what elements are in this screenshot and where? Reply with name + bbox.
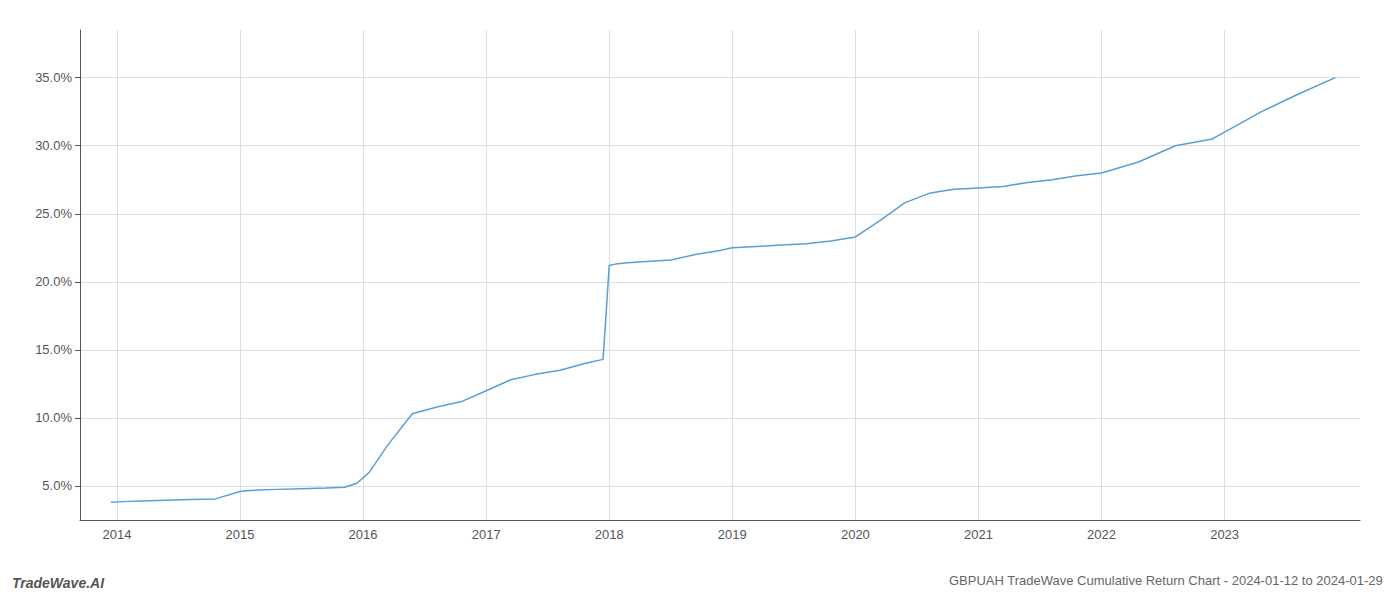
svg-text:20.0%: 20.0%: [35, 274, 72, 289]
svg-text:30.0%: 30.0%: [35, 138, 72, 153]
svg-text:TradeWave.AI: TradeWave.AI: [12, 575, 105, 591]
svg-text:2015: 2015: [226, 527, 255, 542]
svg-text:2021: 2021: [964, 527, 993, 542]
svg-text:2022: 2022: [1087, 527, 1116, 542]
svg-text:35.0%: 35.0%: [35, 70, 72, 85]
svg-text:GBPUAH TradeWave Cumulative Re: GBPUAH TradeWave Cumulative Return Chart…: [949, 573, 1383, 588]
svg-text:15.0%: 15.0%: [35, 342, 72, 357]
svg-text:2018: 2018: [595, 527, 624, 542]
svg-text:2019: 2019: [718, 527, 747, 542]
svg-text:25.0%: 25.0%: [35, 206, 72, 221]
svg-text:2023: 2023: [1210, 527, 1239, 542]
svg-text:2014: 2014: [102, 527, 131, 542]
svg-text:5.0%: 5.0%: [42, 478, 72, 493]
svg-text:2020: 2020: [841, 527, 870, 542]
svg-text:2016: 2016: [349, 527, 378, 542]
svg-text:2017: 2017: [472, 527, 501, 542]
svg-text:10.0%: 10.0%: [35, 410, 72, 425]
